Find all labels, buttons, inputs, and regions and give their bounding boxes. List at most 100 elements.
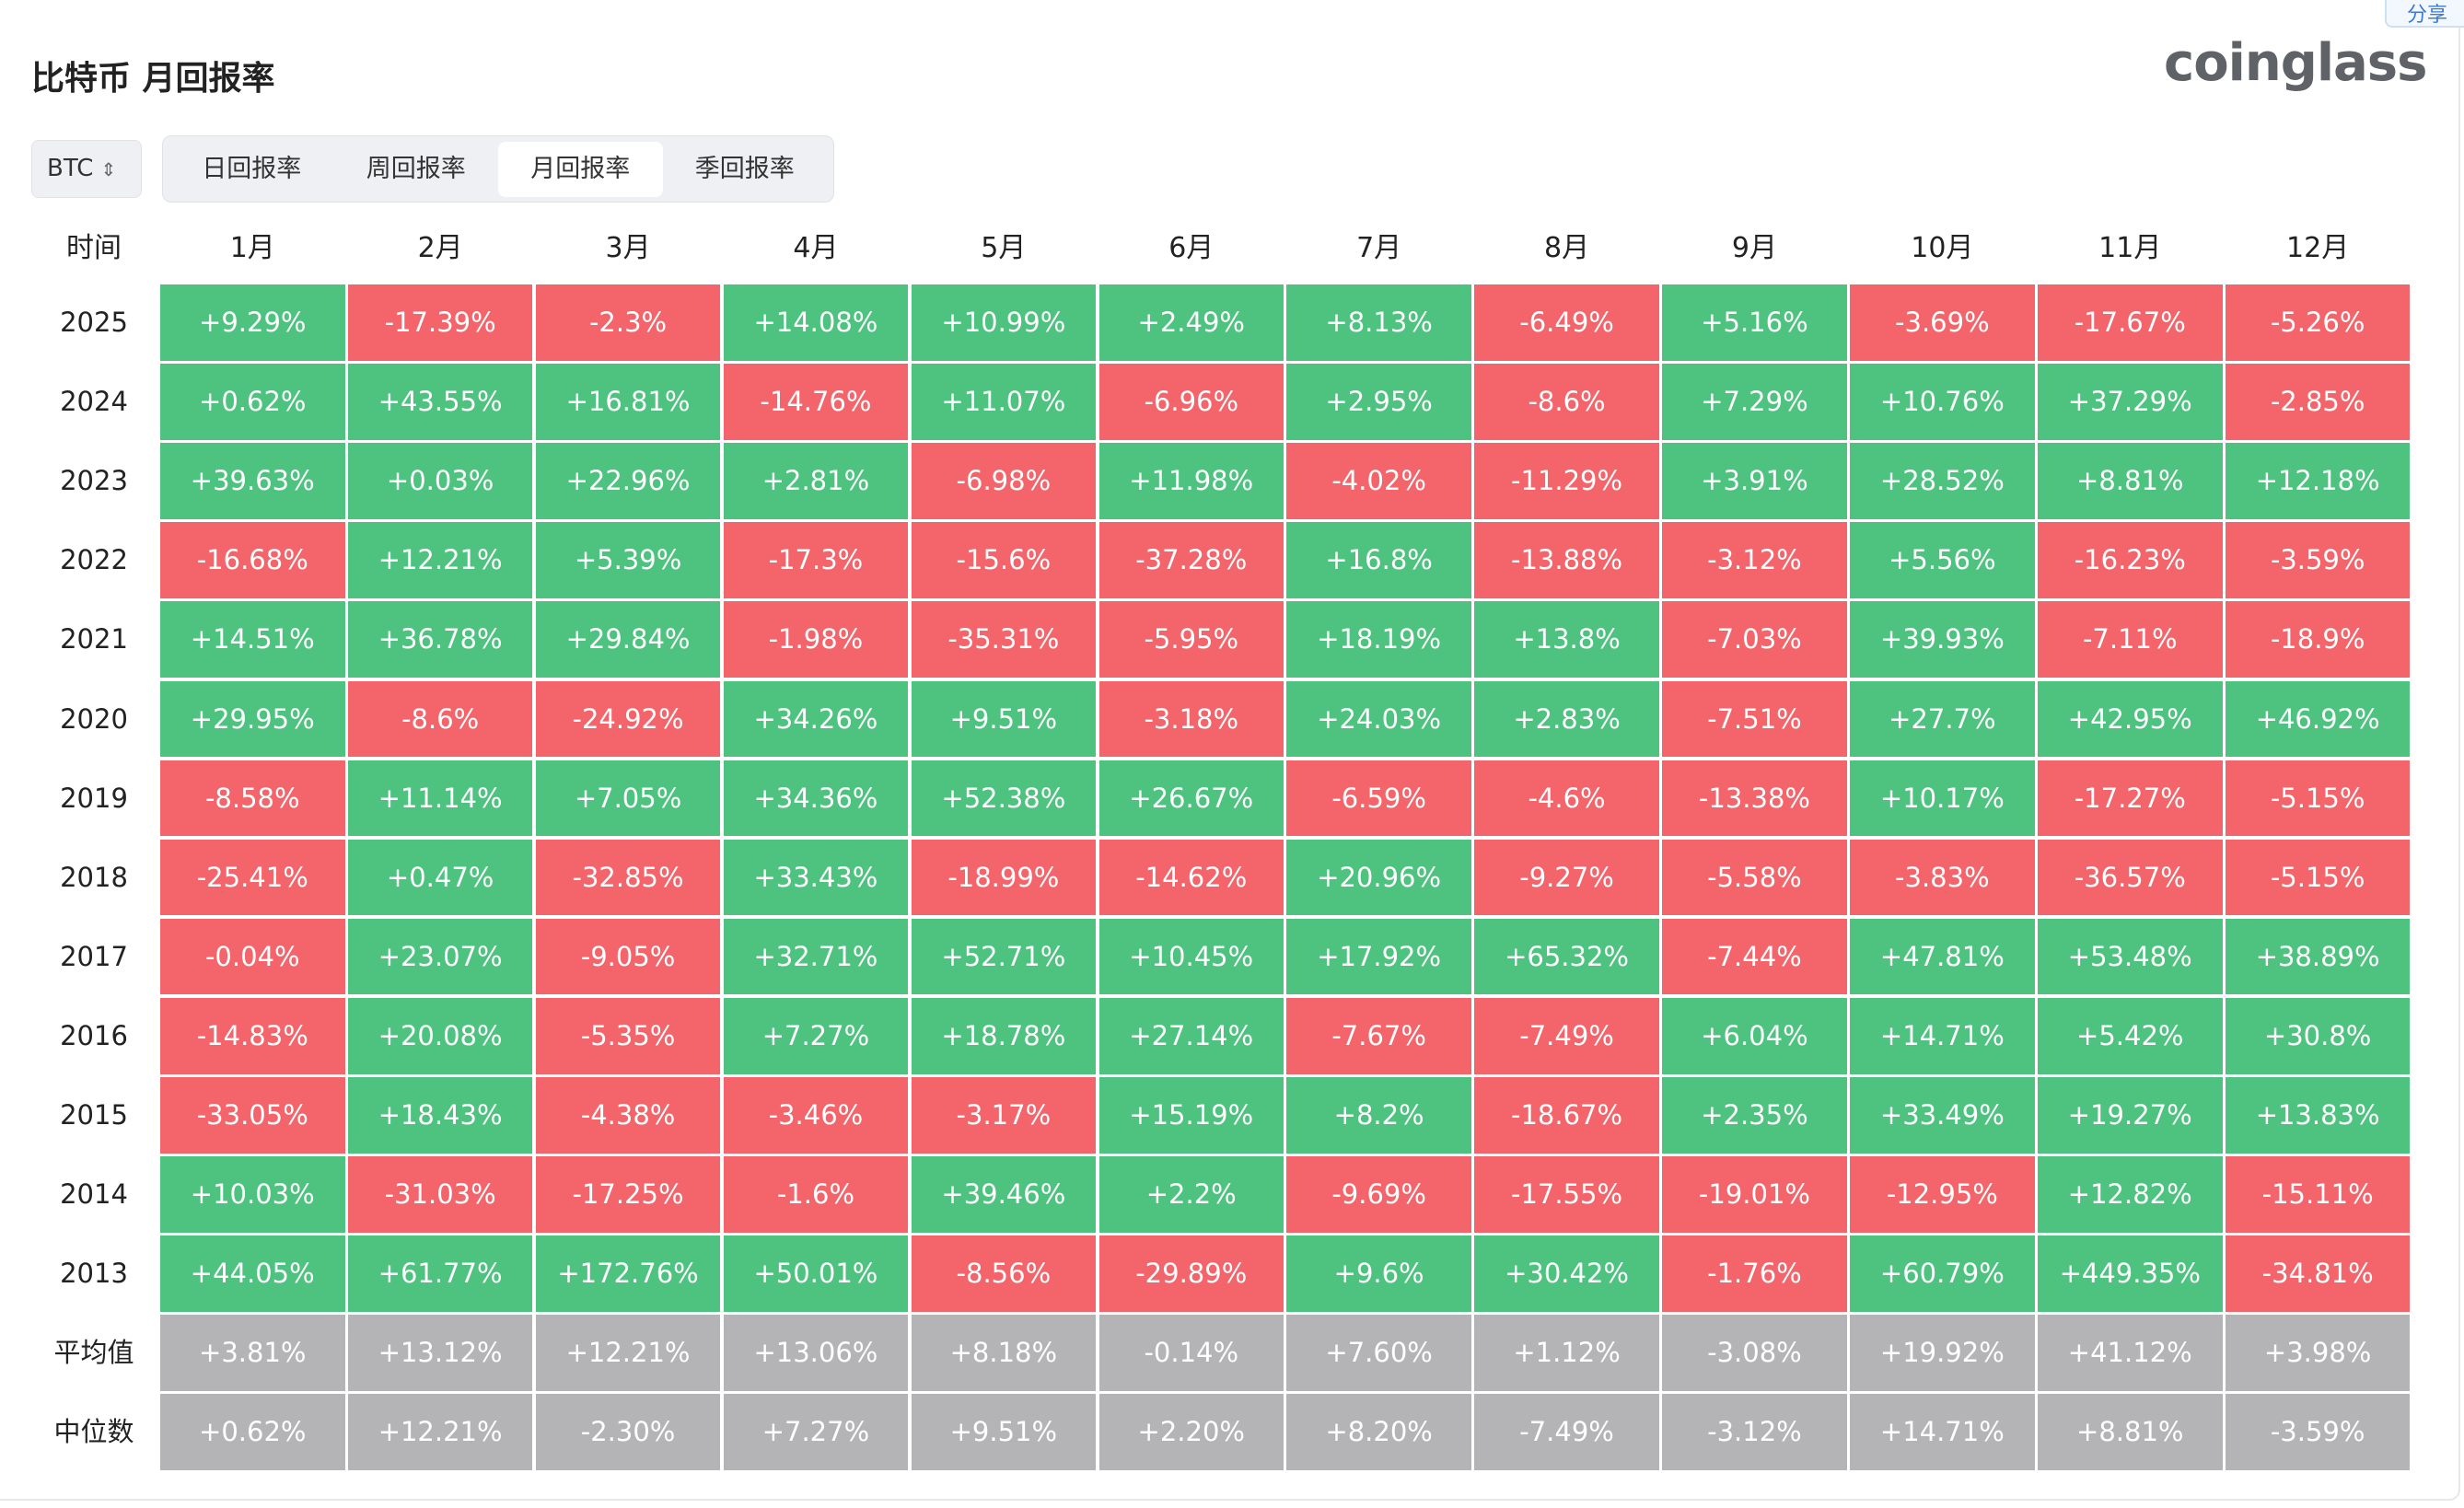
return-cell: +34.26% [723,680,909,758]
return-cell: -7.49% [1474,997,1659,1074]
tab-bar: 日回报率 周回报率 月回报率 季回报率 [162,135,834,203]
return-cell: +10.99% [911,284,1097,361]
column-header: 10月 [1911,232,1974,264]
asset-selector[interactable]: BTC ⇕ [31,140,142,198]
return-cell: -37.28% [1098,522,1284,598]
year-label: 2019 [60,782,128,814]
return-cell: -0.04% [160,918,345,995]
summary-cell: +8.20% [1286,1394,1471,1471]
return-cell: +44.05% [160,1235,345,1312]
return-cell: -9.27% [1474,839,1659,916]
column-header: 8月 [1544,232,1590,264]
summary-cell: +3.98% [2225,1315,2411,1391]
return-cell: +16.81% [535,364,721,440]
tab[interactable]: 周回报率 [366,154,466,183]
return-cell: +7.29% [1662,364,1847,440]
return-cell: -5.35% [535,997,721,1074]
return-cell: +2.49% [1098,284,1284,361]
column-header: 时间 [66,232,122,264]
return-cell: +8.13% [1286,284,1471,361]
return-cell: +11.14% [347,760,533,837]
return-cell: +19.27% [2038,1077,2223,1154]
return-cell: -7.51% [1662,680,1847,758]
return-cell: +6.04% [1662,997,1847,1074]
summary-label: 平均值 [53,1337,134,1369]
return-cell: -1.6% [723,1156,909,1233]
return-cell: -15.6% [911,522,1097,598]
return-cell: -16.68% [160,522,345,598]
return-cell: +65.32% [1474,918,1659,995]
return-cell: +23.07% [347,918,533,995]
return-cell: -11.29% [1474,443,1659,519]
summary-cell: +0.62% [160,1394,345,1471]
summary-cell: +7.27% [723,1394,909,1471]
return-cell: +34.36% [723,760,909,837]
return-cell: +172.76% [535,1235,721,1312]
return-cell: -33.05% [160,1077,345,1154]
return-cell: +26.67% [1098,760,1284,837]
return-cell: -4.38% [535,1077,721,1154]
return-cell: +24.03% [1286,680,1471,758]
return-cell: +10.45% [1098,918,1284,995]
return-cell: -9.69% [1286,1156,1471,1233]
return-cell: -8.58% [160,760,345,837]
summary-cell: -3.12% [1662,1394,1847,1471]
return-cell: -7.03% [1662,601,1847,679]
column-header: 11月 [2098,232,2162,264]
return-cell: -3.17% [911,1077,1097,1154]
year-label: 2017 [60,940,128,972]
return-cell: -18.99% [911,839,1097,916]
column-header: 4月 [793,232,839,264]
year-label: 2025 [60,307,128,338]
return-cell: +13.8% [1474,601,1659,679]
return-cell: +61.77% [347,1235,533,1312]
return-cell: -29.89% [1098,1235,1284,1312]
return-cell: -17.55% [1474,1156,1659,1233]
return-cell: +33.49% [1850,1077,2035,1154]
return-cell: +14.51% [160,601,345,679]
return-cell: +29.95% [160,680,345,758]
return-cell: +29.84% [535,601,721,679]
tab[interactable]: 日回报率 [202,154,302,183]
return-cell: -2.85% [2225,364,2411,440]
column-header: 3月 [605,232,651,264]
return-cell: +50.01% [723,1235,909,1312]
return-cell: -5.95% [1098,601,1284,679]
return-cell: +17.92% [1286,918,1471,995]
return-cell: -18.9% [2225,601,2411,679]
return-cell: +0.47% [347,839,533,916]
return-cell: -3.46% [723,1077,909,1154]
tab[interactable]: 季回报率 [694,154,795,183]
return-cell: +52.38% [911,760,1097,837]
return-cell: +27.14% [1098,997,1284,1074]
summary-cell: +7.60% [1286,1315,1471,1391]
asset-label: BTC [47,155,94,182]
return-cell: -12.95% [1850,1156,2035,1233]
return-cell: -13.88% [1474,522,1659,598]
return-cell: -17.3% [723,522,909,598]
return-cell: +39.63% [160,443,345,519]
return-cell: +7.05% [535,760,721,837]
return-cell: +12.18% [2225,443,2411,519]
summary-cell: +13.12% [347,1315,533,1391]
return-cell: +53.48% [2038,918,2223,995]
return-cell: -14.76% [723,364,909,440]
year-label: 2023 [60,465,128,497]
return-cell: +30.8% [2225,997,2411,1074]
return-cell: +3.91% [1662,443,1847,519]
share-button[interactable]: 分享 [2385,0,2464,28]
return-cell: -34.81% [2225,1235,2411,1312]
brand-logo: coinglass [2164,33,2427,93]
return-cell: -1.76% [1662,1235,1847,1312]
summary-cell: -3.59% [2225,1394,2411,1471]
return-cell: +2.83% [1474,680,1659,758]
return-cell: -9.05% [535,918,721,995]
tab[interactable]: 月回报率 [498,141,663,197]
return-cell: +0.62% [160,364,345,440]
return-cell: -3.83% [1850,839,2035,916]
summary-cell: +8.81% [2038,1394,2223,1471]
summary-cell: +12.21% [347,1394,533,1471]
return-cell: +11.98% [1098,443,1284,519]
return-cell: +14.08% [723,284,909,361]
